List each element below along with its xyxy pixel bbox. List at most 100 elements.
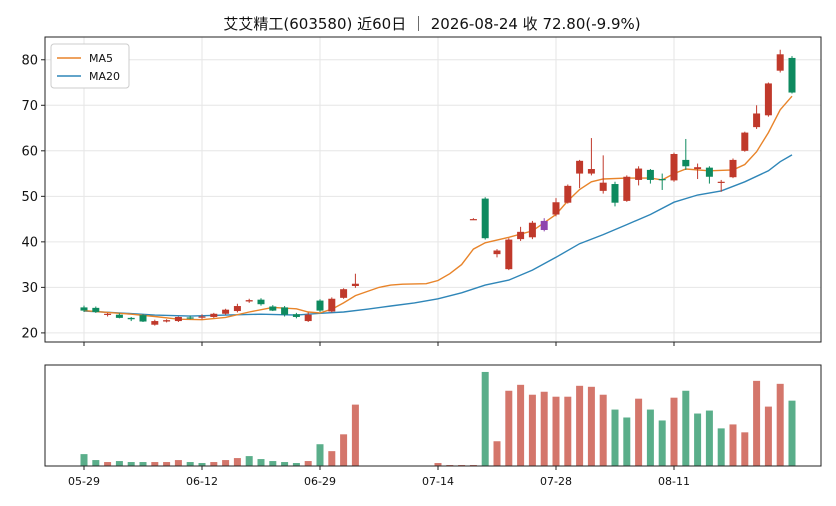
legend-ma5-label: MA5 [89, 52, 113, 65]
volume-bar [611, 409, 619, 466]
candle [576, 159, 584, 189]
volume-panel: 05-29 06-12 06-29 07-14 07-28 08-11 [44, 364, 822, 488]
volume-bar [776, 383, 784, 466]
candle [505, 238, 513, 271]
candle-body [611, 184, 619, 203]
candle [776, 49, 784, 73]
volume-bar [292, 463, 300, 466]
volume-bar [222, 460, 230, 466]
legend: MA5 MA20 [50, 43, 130, 89]
candle-body [174, 316, 182, 322]
candlesticks [80, 49, 796, 326]
volume-bar [328, 451, 336, 466]
x-tick-label: 07-14 [422, 475, 454, 488]
volume-bar [517, 384, 525, 466]
volume-bar [316, 444, 324, 466]
volume-bar [764, 406, 772, 466]
volume-bar [127, 462, 135, 466]
candle [611, 181, 619, 207]
candle [729, 158, 737, 179]
volume-bar [741, 432, 749, 466]
volume-bar [587, 386, 595, 466]
candle-body [340, 289, 348, 298]
volume-bar [635, 398, 643, 466]
candle [753, 105, 761, 129]
volume-bar [115, 461, 123, 466]
candle-body [505, 239, 513, 270]
candle [257, 298, 265, 306]
candle-body [670, 153, 678, 181]
candle [682, 138, 690, 170]
volume-bar [505, 390, 513, 466]
x-tick-label: 08-11 [658, 475, 690, 488]
volume-x-axis: 05-29 06-12 06-29 07-14 07-28 08-11 [68, 466, 690, 488]
candle-body [623, 176, 631, 201]
volume-bar [257, 459, 265, 466]
candle [222, 308, 230, 315]
volume-bar [174, 460, 182, 466]
candle-body [599, 182, 607, 191]
candle-body [186, 317, 194, 319]
candle-body [80, 307, 88, 311]
candle [163, 319, 171, 323]
candle-body [717, 181, 725, 183]
candle [104, 312, 112, 317]
y-tick-label: 60 [21, 144, 38, 159]
x-tick-label: 06-12 [186, 475, 218, 488]
volume-bar [210, 462, 218, 466]
y-tick-label: 70 [21, 99, 38, 114]
candle [646, 169, 654, 184]
volume-bar [80, 454, 88, 466]
legend-box [50, 43, 130, 89]
candle [174, 316, 182, 322]
candle-body [576, 160, 584, 174]
volume-bar [198, 463, 206, 466]
candle [316, 299, 324, 312]
volume-bar [151, 462, 159, 466]
volume-bar [245, 456, 253, 466]
candle [186, 315, 194, 320]
candle-body [210, 313, 218, 317]
candle [540, 218, 548, 232]
y-tick-label: 20 [21, 326, 38, 341]
candle [528, 220, 536, 240]
candle-body [139, 315, 147, 322]
volume-bar [304, 461, 312, 466]
candle [741, 131, 749, 152]
volume-bar [694, 413, 702, 466]
candle [623, 175, 631, 202]
candle-body [304, 314, 312, 322]
volume-bar [104, 462, 112, 466]
candle [587, 138, 595, 176]
candle-body [257, 299, 265, 305]
candle-body [517, 231, 525, 240]
candle [788, 56, 796, 94]
candle [552, 198, 560, 217]
candle-body [115, 314, 123, 318]
volume-bar [623, 417, 631, 466]
volume-bar [281, 462, 289, 466]
legend-ma20-label: MA20 [89, 70, 120, 83]
volume-bar [186, 462, 194, 466]
volume-bar [434, 463, 442, 466]
candle-body [328, 298, 336, 312]
candle-body [292, 314, 300, 317]
candle-body [635, 168, 643, 180]
candle-body [528, 222, 536, 238]
y-tick-label: 40 [21, 235, 38, 250]
candle-body [741, 132, 749, 151]
candle [564, 184, 572, 204]
candle [92, 306, 100, 313]
volume-bar [163, 462, 171, 466]
volume-bar [481, 371, 489, 466]
candle [340, 288, 348, 299]
price-y-axis: 20 30 40 50 60 70 80 [21, 53, 45, 341]
volume-bar [599, 394, 607, 466]
volume-bar [670, 397, 678, 466]
candle [328, 297, 336, 313]
candle-body [316, 300, 324, 311]
candle-body [151, 321, 159, 325]
candle-body [104, 313, 112, 315]
candle [635, 166, 643, 186]
candle [469, 218, 477, 221]
